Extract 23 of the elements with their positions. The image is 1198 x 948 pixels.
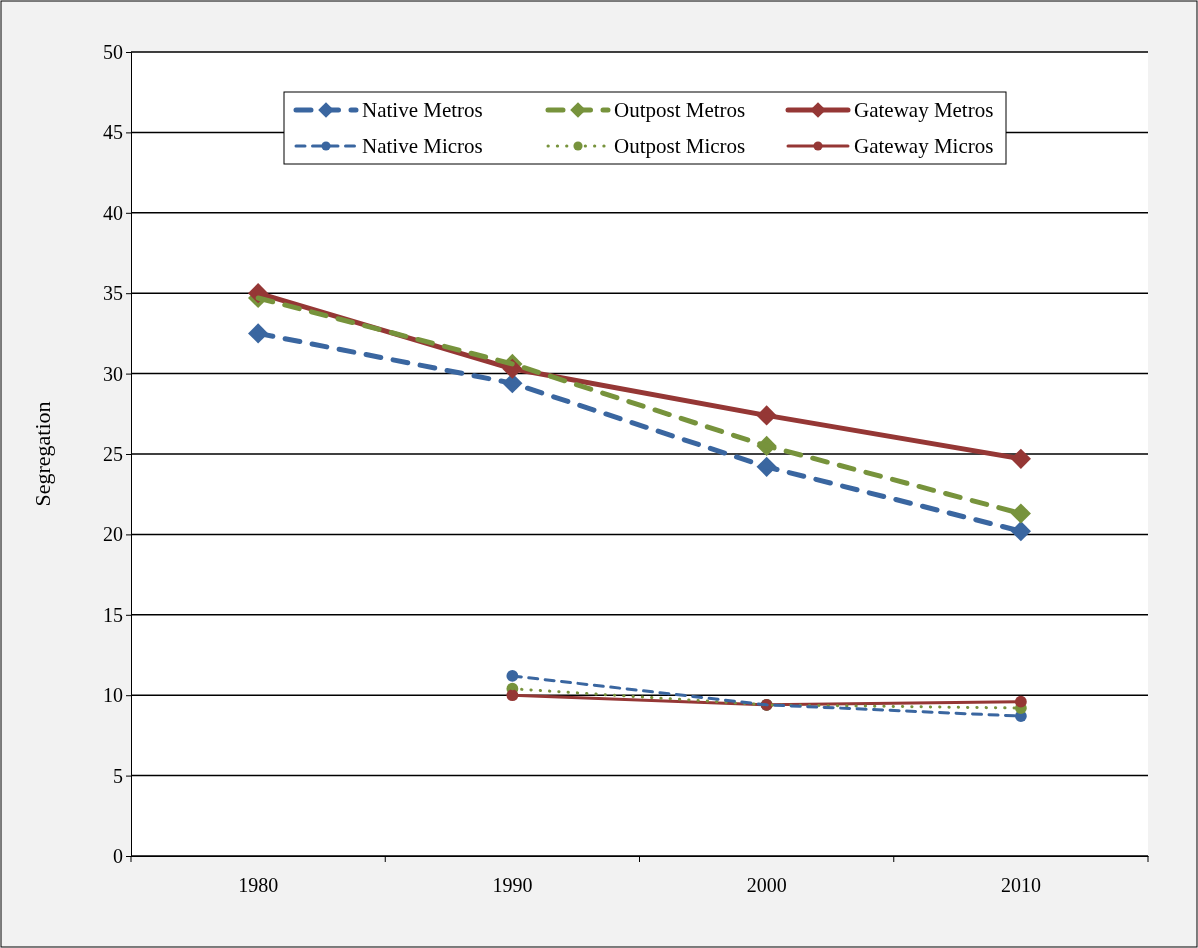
legend-label: Gateway Micros (854, 134, 994, 158)
legend-label: Gateway Metros (854, 98, 994, 122)
y-tick-label: 20 (103, 523, 123, 546)
x-tick-label: 2010 (1000, 874, 1041, 897)
y-tick-label: 15 (103, 603, 123, 626)
y-tick-label: 45 (103, 121, 123, 144)
y-tick-label: 0 (113, 844, 123, 867)
legend-label: Native Metros (362, 98, 483, 122)
x-tick-label: 2000 (746, 874, 787, 897)
y-axis-title: Segregation (30, 401, 55, 507)
y-tick-label: 50 (103, 40, 123, 63)
x-tick-label: 1990 (492, 874, 533, 897)
legend-label: Native Micros (362, 134, 483, 158)
legend-label: Outpost Micros (614, 134, 746, 158)
y-tick-label: 35 (103, 282, 123, 305)
y-tick-label: 25 (103, 442, 123, 465)
x-tick-label: 1980 (238, 874, 279, 897)
y-tick-label: 40 (103, 201, 123, 224)
point (1010, 503, 1031, 524)
legend-label: Outpost Metros (614, 98, 746, 122)
y-tick-label: 10 (103, 684, 123, 707)
y-tick-label: 30 (103, 362, 123, 385)
y-tick-label: 5 (113, 764, 123, 787)
